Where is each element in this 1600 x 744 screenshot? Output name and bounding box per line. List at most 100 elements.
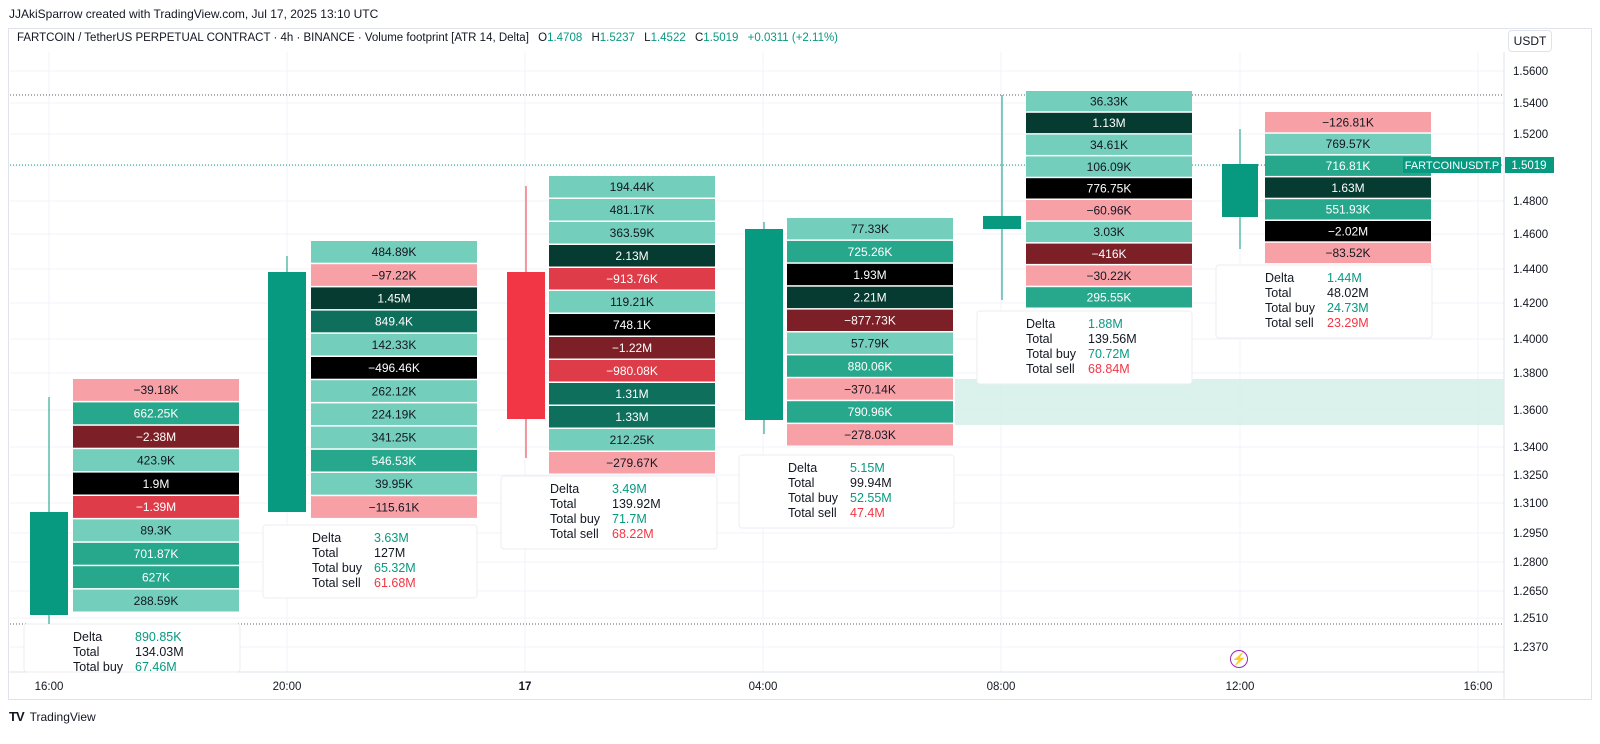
- footprint-value: −1.39M: [136, 500, 176, 514]
- footprint-value: 341.25K: [372, 431, 417, 445]
- summary-label-delta: Delta: [73, 630, 102, 644]
- footprint-cell: [311, 473, 477, 495]
- footprint-value: 142.33K: [372, 338, 417, 352]
- footprint-value: 36.33K: [1090, 94, 1128, 108]
- footprint-cell: [549, 314, 715, 336]
- footprint-value: −913.76K: [606, 272, 658, 286]
- footprint-value: 423.9K: [137, 453, 175, 467]
- footprint-cell: [311, 333, 477, 356]
- y-tick-label: 1.2510: [1513, 613, 1548, 625]
- x-tick-label: 16:00: [1464, 681, 1493, 693]
- footprint-value: 77.33K: [851, 222, 889, 236]
- footprint-value: 627K: [142, 570, 170, 584]
- footprint-cell: [1026, 221, 1192, 243]
- summary-value-buy: 71.7M: [612, 512, 647, 526]
- high-value: 1.5237: [599, 32, 635, 44]
- footprint-cell: [787, 424, 953, 446]
- footprint-cell: [1026, 200, 1192, 221]
- footprint-cell: [73, 496, 239, 518]
- summary-label-buy: Total buy: [550, 512, 601, 526]
- footprint-value: 769.57K: [1326, 137, 1371, 151]
- last-price-tag-label: 1.5019: [1511, 160, 1546, 172]
- footprint-value: 212.25K: [610, 433, 655, 447]
- footprint-value: 1.63M: [1331, 181, 1364, 195]
- footprint-cell: [73, 589, 239, 612]
- footprint-value: 880.06K: [848, 359, 893, 373]
- footprint-value: 57.79K: [851, 336, 889, 350]
- summary-label-total: Total: [788, 476, 814, 490]
- footprint-value: 716.81K: [1326, 159, 1371, 173]
- candle-body: [507, 272, 545, 419]
- footprint-cell: [549, 268, 715, 290]
- chart-frame: [8, 28, 1592, 700]
- summary-box: [1215, 264, 1433, 339]
- tradingview-logo-icon: TV: [9, 709, 25, 724]
- summary-label-delta: Delta: [788, 461, 817, 475]
- summary-label-buy: Total buy: [1265, 301, 1316, 315]
- close-value: 1.5019: [703, 32, 739, 44]
- footprint-value: 1.33M: [615, 410, 648, 424]
- summary-label-sell: Total sell: [1265, 316, 1314, 330]
- lightning-icon[interactable]: ⚡: [1230, 650, 1248, 668]
- footprint-cell: [787, 309, 953, 331]
- footprint-value: 484.89K: [372, 245, 417, 259]
- low-label: L: [644, 32, 651, 44]
- footprint-value: −2.02M: [1328, 224, 1368, 238]
- footprint-value: 1.93M: [853, 268, 886, 282]
- footprint-cell: [73, 379, 239, 401]
- footprint-value: 39.95K: [375, 477, 413, 491]
- y-tick-label: 1.5600: [1513, 66, 1548, 78]
- footprint-value: −980.08K: [606, 364, 658, 378]
- footprint-value: 546.53K: [372, 454, 417, 468]
- summary-box: [976, 310, 1193, 385]
- footprint-value: 1.13M: [1092, 116, 1125, 130]
- footprint-cell: [1026, 243, 1192, 264]
- summary-value-sell: 23.29M: [1327, 316, 1369, 330]
- footprint-cell: [549, 176, 715, 198]
- summary-label-total: Total: [73, 645, 99, 659]
- footprint-value: 3.03K: [1093, 225, 1124, 239]
- footprint-value: −126.81K: [1322, 115, 1374, 129]
- footprint-cell: [787, 286, 953, 309]
- footprint-value: −2.38M: [136, 430, 176, 444]
- footprint-cell: [73, 425, 239, 448]
- summary-label-delta: Delta: [550, 482, 579, 496]
- x-tick-label: 04:00: [749, 681, 778, 693]
- summary-value-buy: 52.55M: [850, 491, 892, 505]
- y-tick-label: 1.4800: [1513, 196, 1548, 208]
- summary-value-sell: 61.68M: [374, 576, 416, 590]
- summary-value-total: 139.56M: [1088, 332, 1137, 346]
- summary-label-total: Total: [550, 497, 576, 511]
- footprint-cell: [311, 426, 477, 449]
- summary-value-total: 99.94M: [850, 476, 892, 490]
- footprint-value: −115.61K: [369, 500, 420, 514]
- symbol-title[interactable]: FARTCOIN / TetherUS PERPETUAL CONTRACT ·…: [17, 32, 529, 44]
- footprint-value: −370.14K: [844, 382, 896, 396]
- footprint-value: 262.12K: [372, 384, 417, 398]
- summary-label-total: Total: [1265, 286, 1291, 300]
- footprint-value: 481.17K: [610, 203, 655, 217]
- footprint-cell: [549, 199, 715, 221]
- footprint-cell: [549, 406, 715, 428]
- footprint-cell: [73, 542, 239, 565]
- footprint-value: −39.18K: [133, 383, 178, 397]
- footprint-cell: [1026, 265, 1192, 286]
- symbol-header: FARTCOIN / TetherUS PERPETUAL CONTRACT ·…: [17, 32, 838, 44]
- summary-label-buy: Total buy: [1026, 347, 1077, 361]
- low-value: 1.4522: [650, 32, 686, 44]
- x-tick-label: 17: [519, 681, 532, 693]
- footprint-value: 34.61K: [1090, 138, 1128, 152]
- tradingview-footer[interactable]: TV TradingView: [9, 709, 96, 724]
- footprint-cell: [1265, 155, 1431, 176]
- footprint-cell: [1026, 178, 1192, 199]
- candle-body: [30, 512, 68, 615]
- footprint-value: 106.09K: [1087, 160, 1132, 174]
- change-value: +0.0311 (+2.11%): [747, 32, 839, 44]
- footprint-cell: [1026, 91, 1192, 112]
- currency-button[interactable]: USDT: [1508, 30, 1552, 52]
- summary-label-sell: Total sell: [788, 506, 837, 520]
- footprint-cell: [787, 378, 953, 400]
- candle-body: [268, 272, 306, 512]
- high-label: H: [591, 32, 600, 44]
